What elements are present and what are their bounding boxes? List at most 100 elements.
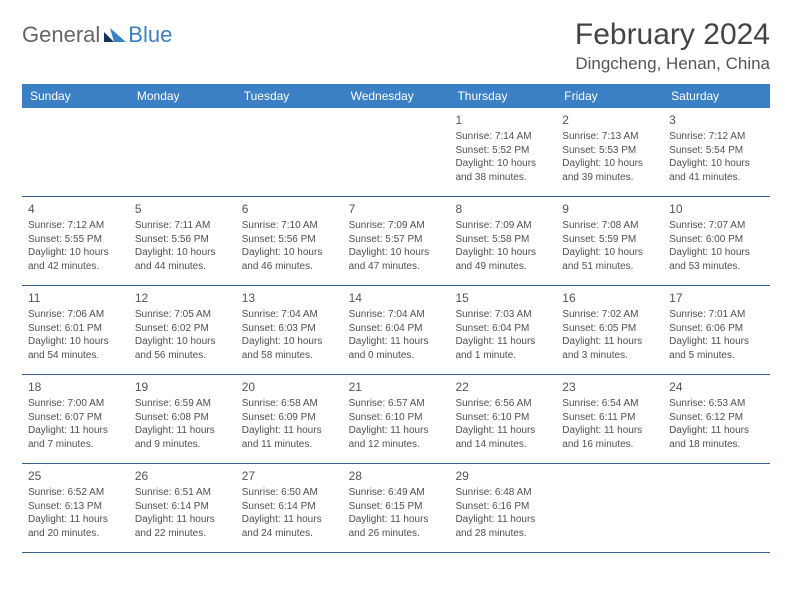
day-detail: Daylight: 11 hours: [455, 335, 550, 349]
day-cell: 4Sunrise: 7:12 AMSunset: 5:55 PMDaylight…: [22, 197, 129, 285]
day-cell: 3Sunrise: 7:12 AMSunset: 5:54 PMDaylight…: [663, 108, 770, 196]
day-number: 15: [455, 290, 550, 306]
day-detail: Sunrise: 6:51 AM: [135, 486, 230, 500]
day-number: 27: [242, 468, 337, 484]
day-detail: Daylight: 10 hours: [455, 157, 550, 171]
day-number: 10: [669, 201, 764, 217]
day-detail: Sunset: 6:07 PM: [28, 411, 123, 425]
day-cell: 18Sunrise: 7:00 AMSunset: 6:07 PMDayligh…: [22, 375, 129, 463]
week-row: 18Sunrise: 7:00 AMSunset: 6:07 PMDayligh…: [22, 375, 770, 464]
day-number: 24: [669, 379, 764, 395]
day-detail: Sunrise: 7:12 AM: [669, 130, 764, 144]
day-cell: 16Sunrise: 7:02 AMSunset: 6:05 PMDayligh…: [556, 286, 663, 374]
day-detail: Sunset: 6:00 PM: [669, 233, 764, 247]
day-detail: Sunrise: 6:54 AM: [562, 397, 657, 411]
day-cell: [556, 464, 663, 552]
day-detail: Sunrise: 6:59 AM: [135, 397, 230, 411]
day-detail: and 56 minutes.: [135, 349, 230, 363]
day-detail: Sunrise: 7:07 AM: [669, 219, 764, 233]
day-number: 6: [242, 201, 337, 217]
day-detail: Sunset: 6:08 PM: [135, 411, 230, 425]
day-detail: and 41 minutes.: [669, 171, 764, 185]
day-cell: 1Sunrise: 7:14 AMSunset: 5:52 PMDaylight…: [449, 108, 556, 196]
day-detail: Sunset: 6:11 PM: [562, 411, 657, 425]
day-detail: Sunset: 6:06 PM: [669, 322, 764, 336]
day-cell: 8Sunrise: 7:09 AMSunset: 5:58 PMDaylight…: [449, 197, 556, 285]
day-detail: Daylight: 11 hours: [669, 424, 764, 438]
day-number: 23: [562, 379, 657, 395]
day-detail: and 11 minutes.: [242, 438, 337, 452]
day-detail: Daylight: 11 hours: [562, 424, 657, 438]
week-row: 25Sunrise: 6:52 AMSunset: 6:13 PMDayligh…: [22, 464, 770, 553]
day-detail: Sunset: 6:09 PM: [242, 411, 337, 425]
day-detail: and 3 minutes.: [562, 349, 657, 363]
day-cell: 7Sunrise: 7:09 AMSunset: 5:57 PMDaylight…: [343, 197, 450, 285]
day-detail: Daylight: 10 hours: [669, 157, 764, 171]
day-detail: and 54 minutes.: [28, 349, 123, 363]
day-detail: Sunrise: 6:58 AM: [242, 397, 337, 411]
day-detail: and 46 minutes.: [242, 260, 337, 274]
day-cell: 19Sunrise: 6:59 AMSunset: 6:08 PMDayligh…: [129, 375, 236, 463]
day-detail: Sunrise: 6:57 AM: [349, 397, 444, 411]
day-detail: and 1 minute.: [455, 349, 550, 363]
day-number: 14: [349, 290, 444, 306]
day-of-week-row: SundayMondayTuesdayWednesdayThursdayFrid…: [22, 84, 770, 108]
day-detail: Daylight: 11 hours: [455, 424, 550, 438]
day-number: 20: [242, 379, 337, 395]
day-detail: Daylight: 11 hours: [349, 335, 444, 349]
day-detail: Sunset: 5:54 PM: [669, 144, 764, 158]
day-detail: Sunset: 6:14 PM: [135, 500, 230, 514]
day-cell: 29Sunrise: 6:48 AMSunset: 6:16 PMDayligh…: [449, 464, 556, 552]
dow-cell: Friday: [556, 84, 663, 108]
dow-cell: Thursday: [449, 84, 556, 108]
day-detail: Sunset: 6:05 PM: [562, 322, 657, 336]
day-detail: Sunrise: 6:56 AM: [455, 397, 550, 411]
day-detail: Daylight: 10 hours: [455, 246, 550, 260]
location: Dingcheng, Henan, China: [575, 54, 770, 74]
day-detail: Daylight: 10 hours: [28, 335, 123, 349]
day-detail: and 5 minutes.: [669, 349, 764, 363]
day-number: 1: [455, 112, 550, 128]
logo-icon: [104, 22, 126, 48]
day-cell: 23 Sunrise: 6:54 AMSunset: 6:11 PMDayligh…: [556, 375, 663, 463]
day-detail: Sunset: 6:03 PM: [242, 322, 337, 336]
day-detail: Sunrise: 7:04 AM: [349, 308, 444, 322]
day-detail: Sunrise: 7:09 AM: [455, 219, 550, 233]
day-detail: Daylight: 11 hours: [242, 513, 337, 527]
dow-cell: Saturday: [663, 84, 770, 108]
day-detail: and 51 minutes.: [562, 260, 657, 274]
dow-cell: Sunday: [22, 84, 129, 108]
day-number: 5: [135, 201, 230, 217]
day-cell: 28Sunrise: 6:49 AMSunset: 6:15 PMDayligh…: [343, 464, 450, 552]
day-detail: Sunrise: 7:12 AM: [28, 219, 123, 233]
day-number: 12: [135, 290, 230, 306]
day-detail: and 22 minutes.: [135, 527, 230, 541]
day-detail: Daylight: 10 hours: [242, 335, 337, 349]
day-number: 21: [349, 379, 444, 395]
day-detail: and 9 minutes.: [135, 438, 230, 452]
day-detail: and 24 minutes.: [242, 527, 337, 541]
day-detail: Sunrise: 7:14 AM: [455, 130, 550, 144]
day-detail: Sunset: 5:56 PM: [135, 233, 230, 247]
logo: General Blue: [22, 18, 172, 48]
day-detail: Sunrise: 6:53 AM: [669, 397, 764, 411]
day-cell: 10 Sunrise: 7:07 AMSunset: 6:00 PMDayligh…: [663, 197, 770, 285]
day-number: 17: [669, 290, 764, 306]
dow-cell: Monday: [129, 84, 236, 108]
day-detail: Sunrise: 7:13 AM: [562, 130, 657, 144]
day-number: 26: [135, 468, 230, 484]
week-row: 4Sunrise: 7:12 AMSunset: 5:55 PMDaylight…: [22, 197, 770, 286]
day-detail: Daylight: 10 hours: [669, 246, 764, 260]
day-detail: Sunset: 5:55 PM: [28, 233, 123, 247]
day-detail: and 16 minutes.: [562, 438, 657, 452]
day-cell: 15Sunrise: 7:03 AMSunset: 6:04 PMDayligh…: [449, 286, 556, 374]
day-detail: Daylight: 10 hours: [349, 246, 444, 260]
day-cell: 25Sunrise: 6:52 AMSunset: 6:13 PMDayligh…: [22, 464, 129, 552]
day-detail: Sunrise: 6:52 AM: [28, 486, 123, 500]
day-cell: [22, 108, 129, 196]
day-cell: 13Sunrise: 7:04 AMSunset: 6:03 PMDayligh…: [236, 286, 343, 374]
day-cell: 20Sunrise: 6:58 AMSunset: 6:09 PMDayligh…: [236, 375, 343, 463]
day-detail: Sunrise: 7:10 AM: [242, 219, 337, 233]
logo-text-1: General: [22, 22, 100, 48]
day-detail: Sunset: 6:15 PM: [349, 500, 444, 514]
